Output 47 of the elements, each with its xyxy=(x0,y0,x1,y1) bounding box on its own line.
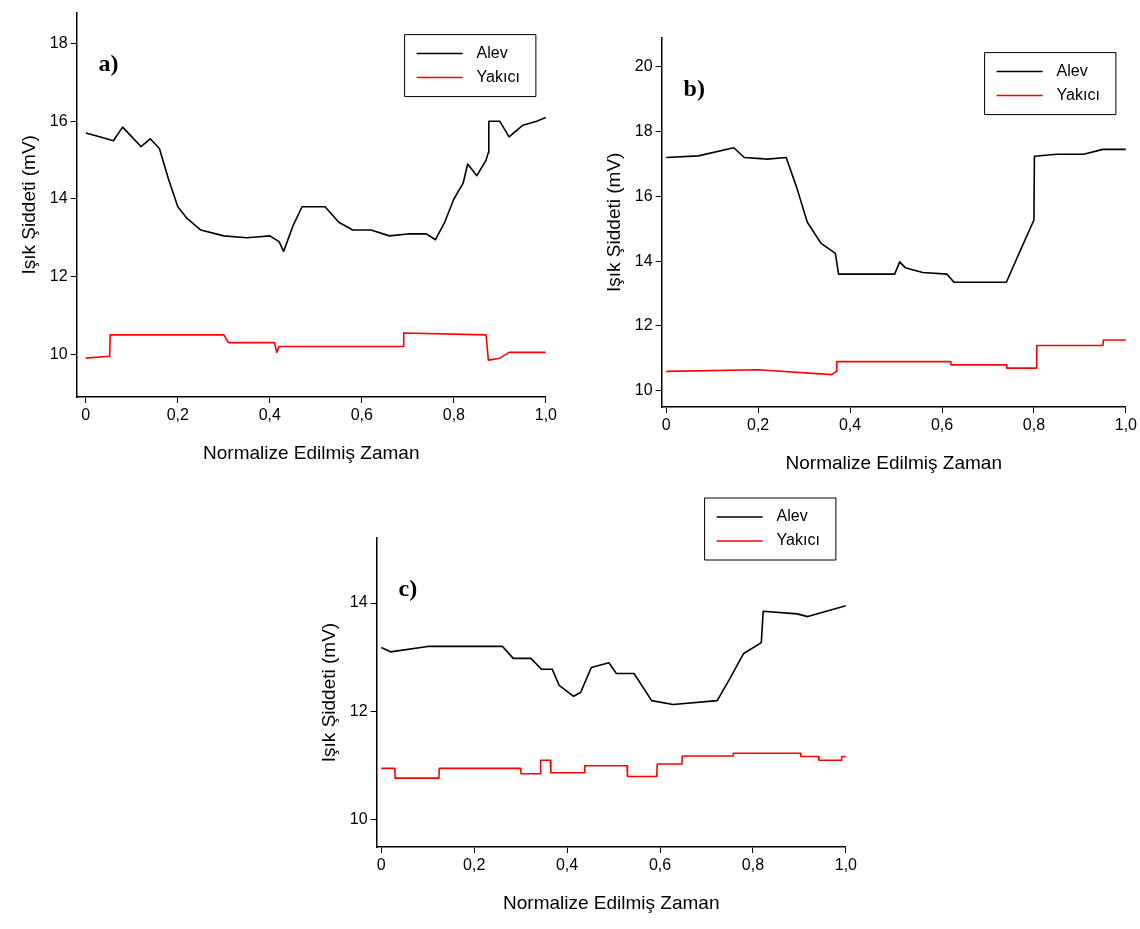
y-tick-label: 14 xyxy=(49,189,68,207)
x-tick-label: 0 xyxy=(81,406,91,424)
x-tick-label: 0,8 xyxy=(1022,416,1046,434)
y-tick-label: 16 xyxy=(634,186,653,204)
y-tick-label: 10 xyxy=(634,381,653,399)
annotation: b) xyxy=(683,74,705,101)
x-tick-label: 0,8 xyxy=(442,406,466,424)
y-tick-label: 14 xyxy=(349,593,368,611)
y-axis-title: Işık Şiddeti (mV) xyxy=(317,622,339,763)
x-tick-label: 1,0 xyxy=(1114,416,1138,434)
y-tick-label: 18 xyxy=(49,34,68,52)
y-axis-title: Işık Şiddeti (mV) xyxy=(602,152,624,292)
x-tick-label: 0,8 xyxy=(741,856,765,874)
legend-label: Alev xyxy=(476,44,508,62)
x-tick-label: 1,0 xyxy=(834,856,858,874)
y-tick-label: 10 xyxy=(49,344,68,362)
x-tick-label: 0,4 xyxy=(258,406,282,424)
y-tick-label: 12 xyxy=(634,316,653,334)
y-tick-label: 20 xyxy=(634,57,653,75)
legend-label: Yakıcı xyxy=(776,531,820,549)
x-axis-title: Normalize Edilmiş Zaman xyxy=(503,891,720,913)
x-tick-label: 0,2 xyxy=(463,856,486,874)
x-tick-label: 0,4 xyxy=(838,416,862,434)
x-axis-title: Normalize Edilmiş Zaman xyxy=(203,441,420,463)
x-tick-label: 0,2 xyxy=(747,416,770,434)
legend-label: Yakıcı xyxy=(1056,86,1100,104)
annotation: c) xyxy=(398,575,418,602)
legend-label: Yakıcı xyxy=(476,68,520,86)
x-tick-label: 0,6 xyxy=(930,416,954,434)
x-axis-title: Normalize Edilmiş Zaman xyxy=(785,451,1002,473)
x-tick-label: 0 xyxy=(661,416,671,434)
annotation: a) xyxy=(98,49,119,76)
y-tick-label: 18 xyxy=(634,121,653,139)
x-tick-label: 0 xyxy=(376,856,386,874)
x-tick-label: 1,0 xyxy=(534,406,558,424)
x-tick-label: 0,4 xyxy=(555,856,579,874)
y-tick-label: 16 xyxy=(49,111,68,129)
y-tick-label: 12 xyxy=(49,267,68,285)
y-axis-title: Işık Şiddeti (mV) xyxy=(17,135,39,275)
x-tick-label: 0,6 xyxy=(648,856,672,874)
y-tick-label: 10 xyxy=(349,810,368,828)
x-tick-label: 0,6 xyxy=(350,406,374,424)
y-tick-label: 14 xyxy=(634,251,653,269)
y-tick-label: 12 xyxy=(349,701,368,719)
legend-label: Alev xyxy=(1056,62,1088,80)
x-tick-label: 0,2 xyxy=(166,406,190,424)
legend-label: Alev xyxy=(776,507,808,525)
